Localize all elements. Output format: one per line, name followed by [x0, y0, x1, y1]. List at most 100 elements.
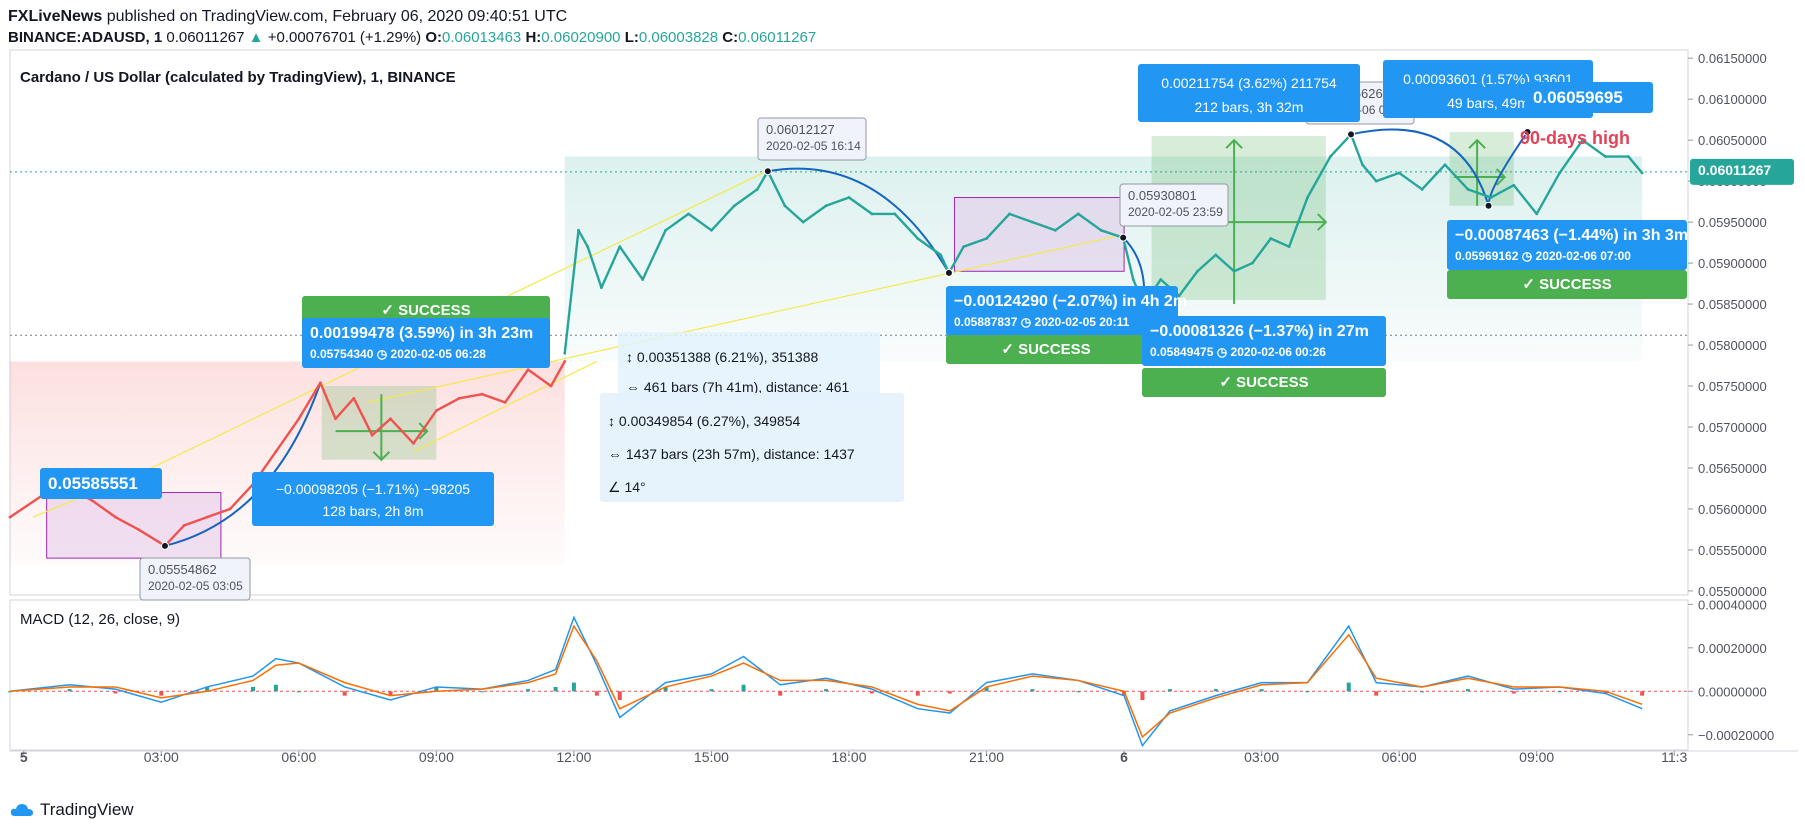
macd-histogram-bar	[869, 691, 874, 694]
symbol-label: BINANCE:ADAUSD, 1	[8, 29, 163, 46]
mid-down-callout-text: 0.05887837 ◷ 2020-02-05 20:11	[954, 315, 1130, 329]
price-point	[334, 417, 337, 421]
brand-name: TradingView	[40, 800, 134, 819]
price-point	[457, 396, 461, 400]
time-tick-label: 18:00	[831, 749, 866, 765]
price-point	[412, 441, 415, 445]
start-price-label: 0.05585551	[40, 468, 162, 499]
high-point-label-bg	[757, 117, 867, 161]
macd-histogram-bar	[1140, 691, 1145, 700]
end-price-label: 0.06059695	[1525, 82, 1653, 113]
price-point	[1604, 155, 1607, 158]
mid-down-callout-bg	[946, 286, 1178, 336]
left-down-callout-text: −0.00098205 (−1.71%) −98205	[276, 481, 470, 497]
price-point	[8, 515, 12, 519]
pivot-point	[1523, 127, 1532, 136]
open-value: 0.06013463	[442, 29, 522, 46]
macd-histogram-bar	[571, 682, 576, 692]
price-tick-label: 0.05700000	[1698, 420, 1767, 435]
macd-histogram-bar	[553, 686, 558, 692]
start-price-label-bg	[40, 468, 162, 499]
success-badge: ✓ SUCCESS	[946, 335, 1146, 364]
price-point	[1466, 187, 1470, 191]
macd-histogram-bar	[205, 686, 210, 692]
pane-title: Cardano / US Dollar (calculated by Tradi…	[20, 69, 456, 86]
price-point	[563, 351, 567, 355]
measure-box-2-text: ↕ 0.00349854 (6.27%), 349854	[608, 413, 800, 429]
price-tick-label: 0.05500000	[1698, 584, 1767, 599]
macd-histogram-bar	[778, 691, 783, 696]
point-3-label-text: 0.05930801	[1128, 188, 1197, 203]
low-point-label-text: 2020-02-05 03:05	[148, 579, 243, 593]
left-down-callout-bg	[252, 472, 494, 526]
price-point	[1251, 261, 1254, 265]
price-tick-label: 0.06100000	[1698, 92, 1767, 107]
right-down-callout: −0.00087463 (−1.44%) in 3h 3m 0.05969162 …	[1447, 220, 1688, 270]
pivot-point	[763, 167, 772, 176]
days-high-note: 90-days high	[1520, 128, 1630, 148]
cloud-icon	[10, 804, 33, 816]
tradingview-logo[interactable]: TradingView	[10, 800, 134, 820]
price-line-red-segment	[9, 360, 566, 548]
low-point-label: 0.05554862 2020-02-05 03:05	[139, 557, 251, 601]
success-badge-text: ✓ SUCCESS	[1522, 276, 1611, 293]
macd-histogram-bar	[296, 691, 301, 693]
macd-histogram-bar	[388, 691, 393, 696]
price-point	[824, 204, 828, 208]
price-tick-label: 0.05800000	[1698, 338, 1767, 353]
macd-tick-label: 0.00040000	[1698, 597, 1767, 612]
low2-callout-text: −0.00081326 (−1.37%) in 27m	[1150, 323, 1369, 340]
macd-histogram-bar	[1122, 691, 1127, 696]
measure-box-1-bg	[618, 332, 880, 402]
macd-line	[9, 615, 1643, 748]
price-point	[783, 204, 787, 208]
up2-callout-bg	[1138, 64, 1360, 122]
main-pane-frame	[9, 49, 1689, 596]
price-point	[563, 360, 567, 363]
price-point	[1489, 196, 1493, 199]
right-down-callout-bg	[1447, 220, 1687, 270]
macd-histogram-bar	[250, 686, 255, 692]
price-point	[389, 417, 392, 421]
low-point-label-bg	[139, 557, 251, 601]
price-point	[641, 278, 645, 281]
start-price-label-text: 0.05585551	[48, 474, 138, 493]
macd-histogram-bar	[1511, 691, 1516, 694]
success-badge: ✓ SUCCESS	[302, 296, 550, 325]
macd-histogram-bar	[480, 691, 485, 693]
purple-range-box	[46, 492, 222, 559]
price-point	[870, 212, 874, 216]
price-point	[1214, 253, 1218, 257]
macd-histogram-bar	[1259, 689, 1264, 692]
macd-histogram-bar	[1420, 691, 1425, 693]
price-point	[434, 409, 438, 413]
macd-histogram-bar	[1076, 691, 1081, 693]
price-point	[318, 381, 322, 385]
macd-histogram-bar	[8, 691, 12, 693]
change-value: +0.00076701 (+1.29%)	[267, 29, 422, 46]
left-down-callout-text: 128 bars, 2h 8m	[322, 503, 423, 519]
high-point-label-text: 2020-02-05 16:14	[766, 139, 861, 153]
macd-histogram-bar	[1030, 689, 1035, 692]
price-point	[182, 523, 186, 527]
macd-title: MACD (12, 26, close, 9)	[20, 611, 180, 628]
up2-callout: 0.00211754 (3.62%) 211754 212 bars, 3h 32…	[1138, 64, 1360, 122]
price-point	[664, 228, 668, 232]
macd-histogram-bar	[984, 686, 989, 692]
success-badge-text: ✓ SUCCESS	[381, 302, 470, 319]
mid-down-callout: −0.00124290 (−2.07%) in 4h 2m 0.05887837 …	[946, 286, 1187, 336]
price-point	[274, 450, 278, 453]
price-point	[370, 433, 374, 437]
high-point-label: 0.06012127 2020-02-05 16:14	[757, 117, 867, 161]
publisher-name[interactable]: FXLiveNews	[8, 8, 103, 25]
left-up-callout-bg	[302, 318, 550, 368]
price-point	[710, 228, 713, 232]
time-tick-label: 21:00	[969, 749, 1004, 765]
price-point	[91, 499, 94, 503]
purple-range-box	[953, 197, 1125, 272]
measure-box-2-text: ∠ 14°	[608, 479, 646, 495]
macd-histogram-bar	[824, 689, 829, 692]
price-point	[1535, 212, 1539, 216]
time-tick-label: 6	[1120, 749, 1128, 765]
